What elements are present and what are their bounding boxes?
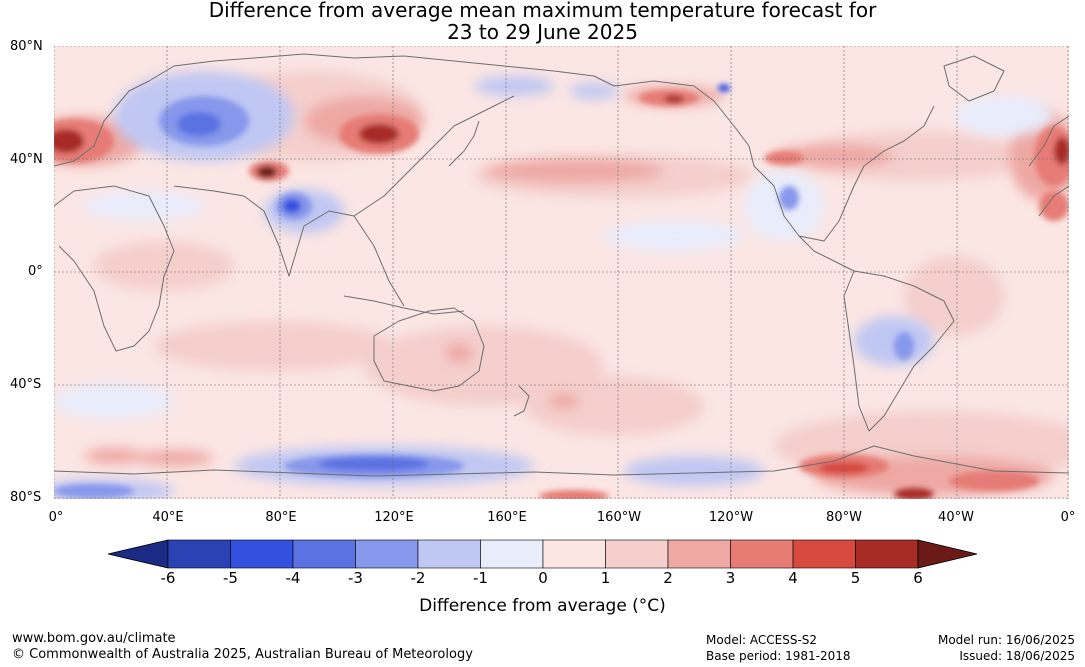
colorbar-tick-label: -1 xyxy=(473,569,488,587)
colorbar-tick-label: -6 xyxy=(160,569,176,587)
colorbar-segment xyxy=(292,539,356,569)
colorbar-segment xyxy=(855,539,919,569)
map-canvas xyxy=(54,46,1069,499)
colorbar-tick-label: -3 xyxy=(348,569,363,587)
lat-label-80n: 80°N xyxy=(10,39,43,54)
colorbar-segment xyxy=(480,539,544,569)
lat-label-40s: 40°S xyxy=(10,377,42,392)
map-title-line1: Difference from average mean maximum tem… xyxy=(208,0,877,22)
temperature-anomaly-map xyxy=(54,46,1069,499)
colorbar xyxy=(107,539,978,573)
colorbar-tick-label: -5 xyxy=(223,569,238,587)
map-title-line2: 23 to 29 June 2025 xyxy=(447,20,638,44)
colorbar-title: Difference from average (°C) xyxy=(419,596,666,616)
colorbar-tick-label: -2 xyxy=(410,569,426,587)
lon-label-0-end: 0° xyxy=(1060,510,1076,525)
footer-model-run: Model run: 16/06/2025 xyxy=(937,633,1075,647)
lon-label-160w: 160°W xyxy=(596,510,642,525)
colorbar-segment xyxy=(167,539,231,569)
coastlines xyxy=(54,53,1069,477)
lon-label-0: 0° xyxy=(48,510,64,525)
colorbar-tick-label: 0 xyxy=(538,569,548,587)
footer-issued: Issued: 18/06/2025 xyxy=(959,649,1075,663)
colorbar-segment xyxy=(355,539,419,569)
graticule xyxy=(54,46,1069,499)
colorbar-extend-low xyxy=(107,539,169,569)
footer-model: Model: ACCESS-S2 xyxy=(706,633,818,647)
colorbar-extend-high xyxy=(917,539,978,569)
lon-label-80w: 80°W xyxy=(826,510,862,525)
footer-website: www.bom.gov.au/climate xyxy=(12,631,176,646)
lat-label-40n: 40°N xyxy=(10,152,43,167)
colorbar-segment xyxy=(667,539,731,569)
lat-label-80s: 80°S xyxy=(10,490,42,505)
colorbar-svg xyxy=(107,539,978,569)
lon-label-160e: 160°E xyxy=(487,510,527,525)
colorbar-tick-label: -4 xyxy=(285,569,301,587)
colorbar-segment xyxy=(730,539,794,569)
lon-label-120e: 120°E xyxy=(374,510,414,525)
colorbar-segment xyxy=(230,539,294,569)
lon-label-80e: 80°E xyxy=(265,510,297,525)
colorbar-segment xyxy=(792,539,856,569)
colorbar-segment xyxy=(542,539,606,569)
lat-label-equator: 0° xyxy=(28,264,43,279)
colorbar-tick-label: 6 xyxy=(913,569,923,587)
colorbar-tick-label: 5 xyxy=(850,569,861,587)
colorbar-tick-label: 3 xyxy=(725,569,736,587)
lon-label-120w: 120°W xyxy=(708,510,754,525)
footer-base-period: Base period: 1981-2018 xyxy=(706,649,851,663)
colorbar-tick-label: 4 xyxy=(788,569,798,587)
lon-label-40w: 40°W xyxy=(938,510,974,525)
colorbar-tick-label: 2 xyxy=(663,569,673,587)
lon-label-40e: 40°E xyxy=(152,510,184,525)
colorbar-tick-label: 1 xyxy=(600,569,611,587)
footer-copyright: © Commonwealth of Australia 2025, Austra… xyxy=(12,647,473,662)
colorbar-segment xyxy=(605,539,669,569)
colorbar-segment xyxy=(417,539,481,569)
